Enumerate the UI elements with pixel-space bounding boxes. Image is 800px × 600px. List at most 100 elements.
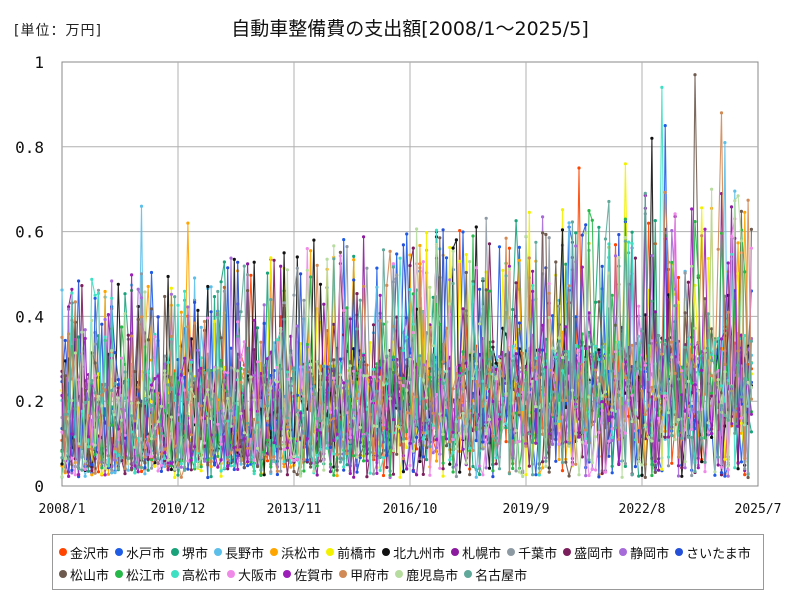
data-point [491, 475, 495, 479]
data-point [580, 233, 584, 237]
data-point [736, 272, 740, 276]
data-point [352, 408, 356, 412]
x-tick-label: 2019/9 [503, 502, 550, 517]
data-point [564, 349, 568, 353]
x-tick-label: 2008/1 [39, 502, 86, 517]
data-point [381, 248, 386, 252]
data-point [73, 473, 77, 477]
data-point [560, 369, 565, 373]
data-point [660, 391, 664, 395]
data-point [282, 317, 286, 321]
data-point [179, 422, 183, 426]
data-point [425, 458, 429, 462]
data-point [554, 421, 558, 426]
data-point [749, 227, 754, 231]
data-point [325, 441, 329, 445]
data-point [226, 419, 230, 423]
data-point [749, 397, 754, 401]
data-point [136, 436, 140, 441]
data-point [355, 455, 359, 459]
data-point [189, 360, 193, 364]
data-point [438, 322, 442, 327]
data-point [481, 440, 485, 444]
data-point [189, 387, 193, 391]
data-point [405, 232, 409, 236]
data-point [309, 409, 313, 413]
data-point [246, 273, 250, 277]
data-point [425, 331, 429, 335]
data-point [136, 465, 140, 469]
data-point [584, 347, 588, 351]
data-point [425, 431, 429, 435]
data-point [255, 360, 260, 364]
data-point [749, 246, 754, 250]
data-point [683, 311, 687, 315]
data-point [93, 391, 97, 395]
data-point [318, 447, 323, 451]
data-point [736, 424, 740, 428]
data-point [673, 287, 677, 291]
data-point [239, 411, 243, 416]
data-point [567, 444, 571, 448]
data-point [246, 421, 250, 425]
data-point [434, 459, 439, 463]
data-point [173, 444, 177, 448]
data-point [242, 368, 246, 372]
data-point [70, 318, 74, 322]
data-point [716, 455, 720, 459]
data-point [541, 215, 545, 219]
data-point [80, 330, 84, 334]
data-point [113, 458, 117, 462]
data-point [590, 467, 594, 471]
data-point [524, 365, 528, 369]
data-point [365, 475, 369, 479]
data-point [726, 310, 730, 314]
data-point [318, 419, 323, 423]
data-point [425, 231, 429, 235]
data-point [643, 313, 647, 317]
data-point [345, 306, 349, 310]
data-point [497, 359, 502, 363]
legend-label: さいたま市 [686, 546, 751, 562]
data-point [289, 465, 293, 469]
data-point [610, 438, 614, 442]
data-point [736, 349, 740, 353]
data-point [434, 243, 439, 247]
data-point [401, 437, 405, 441]
data-point [557, 304, 561, 308]
data-point [70, 287, 74, 291]
data-point [434, 228, 439, 232]
data-point [279, 264, 283, 268]
data-point [295, 255, 299, 259]
data-point [418, 266, 422, 270]
data-point [289, 455, 293, 460]
data-point [550, 442, 555, 446]
data-point [438, 367, 442, 371]
data-point [352, 369, 356, 373]
data-point [60, 430, 64, 434]
legend-label: 甲府市 [350, 568, 390, 584]
data-point [507, 472, 511, 476]
data-point [623, 376, 628, 380]
data-point [610, 408, 614, 412]
data-point [70, 291, 74, 295]
data-point [640, 329, 644, 333]
data-point [309, 275, 313, 279]
data-point [173, 295, 177, 299]
data-point [249, 408, 253, 412]
data-point [265, 438, 270, 442]
data-point [246, 464, 250, 468]
data-point [673, 304, 677, 308]
data-point [448, 458, 452, 462]
data-point [159, 431, 163, 435]
data-point [328, 470, 333, 474]
data-point [415, 423, 419, 427]
data-point [617, 462, 621, 466]
data-point [60, 393, 64, 398]
data-point [342, 468, 346, 472]
legend-item: 高松市 [171, 563, 221, 585]
data-point [199, 385, 203, 389]
data-point [739, 209, 744, 213]
data-point [318, 372, 323, 376]
data-point [716, 463, 720, 467]
